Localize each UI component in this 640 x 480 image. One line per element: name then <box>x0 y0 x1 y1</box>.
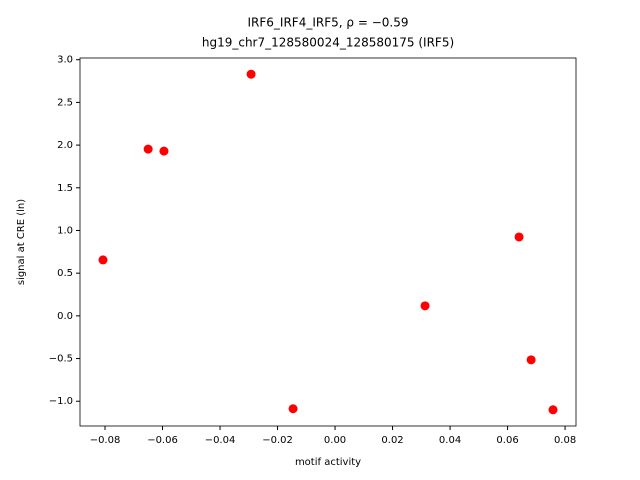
y-tick-label: 0.5 <box>57 268 73 279</box>
point <box>288 404 298 414</box>
x-axis-label: motif activity <box>295 457 361 468</box>
y-tick-label: −1.0 <box>49 396 73 407</box>
chart-title: IRF6_IRF4_IRF5, ρ = −0.59 <box>248 16 409 30</box>
x-tick-label: −0.08 <box>90 435 121 446</box>
y-tick-label: 3.0 <box>57 55 73 66</box>
y-axis-label: signal at CRE (ln) <box>16 199 27 285</box>
x-tick-label: 0.08 <box>554 435 576 446</box>
plot-frame <box>79 57 577 427</box>
x-tick-label: 0.02 <box>381 435 403 446</box>
point <box>526 355 536 365</box>
y-tick-label: 1.0 <box>57 225 73 236</box>
y-tick-label: 0.0 <box>57 311 73 322</box>
point <box>98 255 108 265</box>
chart-subtitle: hg19_chr7_128580024_128580175 (IRF5) <box>202 36 454 50</box>
x-tick-label: −0.06 <box>147 435 178 446</box>
point <box>420 301 430 311</box>
x-tick-label: −0.04 <box>205 435 236 446</box>
y-tick-label: 2.0 <box>57 140 73 151</box>
y-tick-label: −0.5 <box>49 354 73 365</box>
y-tick-label: 2.5 <box>57 97 73 108</box>
point <box>514 232 524 242</box>
x-tick-label: 0.06 <box>496 435 518 446</box>
point <box>246 69 256 79</box>
x-tick-label: 0.04 <box>439 435 461 446</box>
point <box>159 146 169 156</box>
x-tick-label: −0.02 <box>262 435 293 446</box>
x-tick-label: 0.00 <box>324 435 346 446</box>
point <box>548 405 558 415</box>
y-tick-label: 1.5 <box>57 183 73 194</box>
point <box>143 144 153 154</box>
